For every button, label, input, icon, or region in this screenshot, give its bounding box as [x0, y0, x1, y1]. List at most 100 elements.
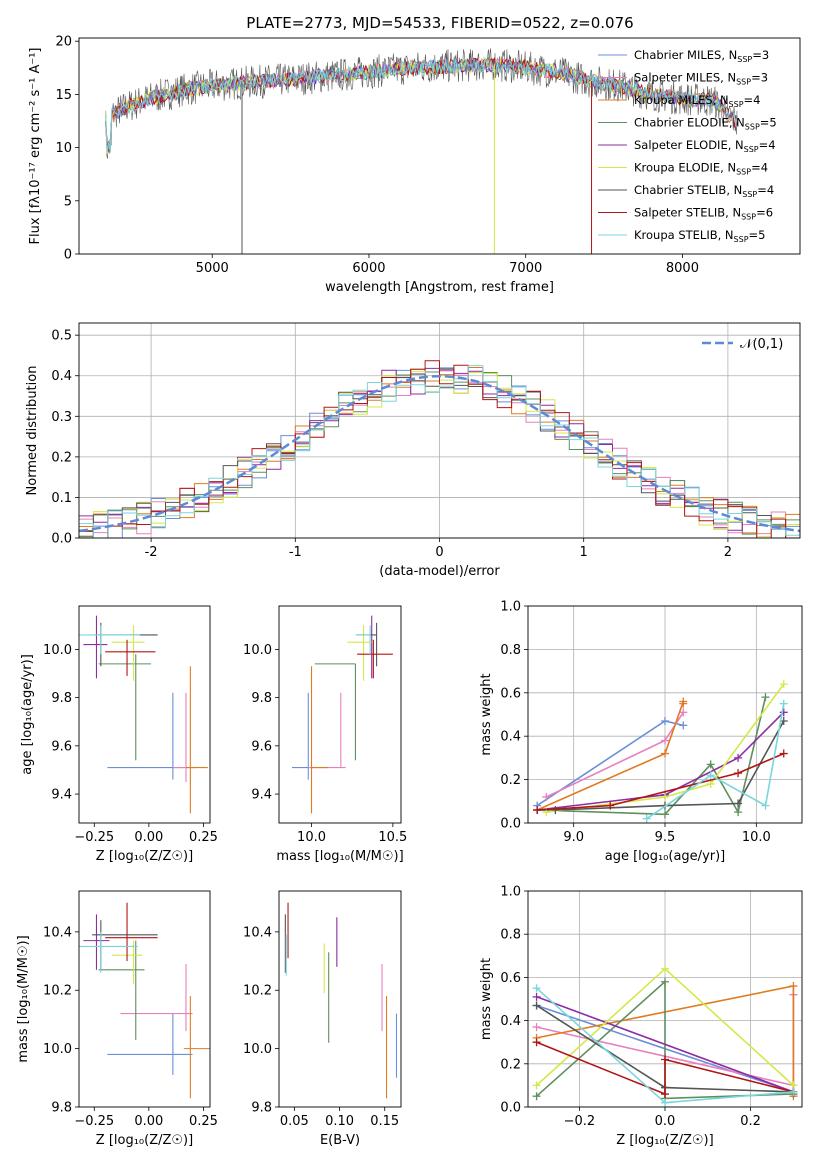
data-point-marker	[734, 799, 743, 808]
y-tick-label: 10.2	[243, 984, 272, 999]
data-point-marker	[761, 801, 770, 810]
x-tick-label: −0.25	[74, 1114, 114, 1129]
x-tick-label: 8000	[666, 261, 699, 276]
legend-entry: Kroupa MILES, NSSP=4	[634, 93, 760, 109]
legend-entry: Chabrier STELIB, NSSP=4	[634, 183, 774, 199]
data-point-marker	[679, 721, 688, 730]
y-tick-label: 0.4	[500, 730, 521, 745]
y-tick-label: 10.2	[43, 984, 72, 999]
x-tick-label: 0.00	[134, 1114, 163, 1129]
x-tick-label: 0.25	[189, 830, 218, 845]
data-point-marker	[789, 1087, 798, 1096]
data-point-marker	[532, 984, 541, 993]
hist-group	[79, 360, 800, 538]
panel-mass-vs-EBV: 0.05 0.10 0.15 9.8 10.0 10.2 10.4 E(B-V)	[243, 890, 402, 1148]
y-tick-label: 0.8	[500, 928, 521, 943]
x-tick-label: 6000	[352, 261, 385, 276]
y-tick-label: 0.6	[500, 686, 521, 701]
y-tick-label: 0.2	[500, 1057, 521, 1072]
data-point-marker	[532, 1001, 541, 1010]
y-tick-label: 9.8	[251, 691, 272, 706]
data-point-marker	[661, 964, 669, 973]
x-axis-label: (data-model)/error	[379, 564, 500, 579]
legend-entry: Kroupa ELODIE, NSSP=4	[634, 161, 768, 177]
legend-entry: Salpeter STELIB, NSSP=6	[634, 206, 773, 222]
panel-spectrum: 5000 6000 7000 8000 0 5 10 15 20 wavelength [Angs…	[28, 35, 801, 295]
y-tick-label: 0.8	[500, 643, 521, 658]
y-tick-label: 0	[64, 248, 72, 263]
x-tick-label: 10.0	[297, 830, 326, 845]
data-point-marker	[779, 699, 788, 708]
x-tick-label: 0	[435, 545, 443, 560]
points-group	[79, 902, 210, 1099]
axes-frame	[527, 605, 803, 824]
data-point-marker	[661, 1090, 669, 1099]
data-point-marker	[661, 749, 669, 758]
y-tick-label: 10.4	[43, 925, 72, 940]
axes-frame	[78, 322, 801, 539]
y-tick-label: 10.0	[243, 643, 272, 658]
y-tick-label: 20	[55, 35, 72, 50]
y-tick-label: 0.0	[500, 1101, 521, 1116]
y-tick-label: 0.1	[51, 491, 72, 506]
y-tick-label: 5	[64, 194, 72, 209]
y-tick-label: 9.8	[251, 1101, 272, 1116]
x-tick-label: 0.25	[189, 1114, 218, 1129]
series-group	[533, 680, 788, 823]
x-tick-label: 5000	[196, 261, 229, 276]
series-line	[537, 752, 785, 811]
x-tick-label: 9.0	[563, 830, 584, 845]
data-point-marker	[661, 736, 669, 745]
y-tick-label: 9.6	[51, 739, 72, 754]
panel-residuals: -2 -1 0 1 2 0.0 0.1 0.2 0.3 0.4 0.5 (data-model)/er…	[25, 322, 801, 579]
axes-frame	[78, 890, 211, 1108]
x-tick-label: 0.00	[134, 830, 163, 845]
x-tick-label: 7000	[509, 261, 542, 276]
y-tick-label: 9.6	[251, 739, 272, 754]
data-point-marker	[661, 1055, 669, 1064]
panel-mass-weight-vs-age: 9.0 9.5 10.0 0.0 0.2 0.4 0.6 0.8 1.0 age [log₁₀(a…	[479, 600, 803, 864]
series-line	[537, 711, 785, 811]
x-tick-label: -2	[145, 545, 158, 560]
data-point-marker	[661, 810, 669, 819]
data-point-marker	[734, 808, 743, 817]
panel-age-vs-mass: 10.0 10.5 9.4 9.6 9.8 10.0 mass [log₁₀(M/M☉)]	[243, 605, 407, 864]
legend-entry: Chabrier ELODIE, NSSP=5	[634, 116, 777, 132]
data-point-marker	[734, 769, 743, 778]
axes-frame	[278, 890, 402, 1108]
spectra-group	[105, 48, 738, 254]
histogram-steps	[79, 365, 800, 538]
data-point-marker	[779, 680, 788, 689]
y-tick-label: 9.4	[251, 788, 272, 803]
panel-age-vs-Z: −0.25 0.00 0.25 9.4 9.6 9.8 10.0 Z [log₁₀(Z/Z☉)…	[20, 605, 218, 864]
data-point-marker	[532, 1038, 541, 1047]
series-line	[646, 703, 785, 820]
y-tick-label: 1.0	[500, 600, 521, 615]
legend-entry: Salpeter ELODIE, NSSP=4	[634, 138, 776, 154]
data-point-marker	[532, 992, 541, 1001]
panel-mass-vs-Z: −0.25 0.00 0.25 9.8 10.0 10.2 10.4 Z [log₁₀(Z/Z…	[16, 890, 218, 1148]
data-point-marker	[734, 753, 743, 762]
y-tick-label: 0.0	[500, 817, 521, 832]
x-tick-label: 0.15	[370, 1114, 399, 1129]
y-tick-label: 10	[55, 141, 72, 156]
y-axis-label: mass [log₁₀(M/M☉)]	[16, 935, 31, 1062]
x-tick-label: 10.0	[742, 830, 771, 845]
axes-frame	[78, 37, 801, 255]
y-tick-label: 10.0	[43, 643, 72, 658]
spectrum-line	[105, 58, 738, 153]
y-tick-label: 1.0	[500, 885, 521, 900]
gaussian-curve	[79, 374, 800, 533]
points-group	[79, 615, 208, 814]
axes-frame	[78, 605, 211, 824]
y-tick-label: 9.8	[51, 1101, 72, 1116]
y-tick-label: 0.4	[51, 369, 72, 384]
y-axis-label: Flux [fλ10⁻¹⁷ erg cm⁻² s⁻¹ A⁻¹]	[28, 48, 43, 245]
points-group	[284, 902, 398, 1099]
data-point-marker	[532, 1081, 541, 1090]
y-tick-label: 9.8	[51, 691, 72, 706]
y-tick-label: 0.2	[51, 450, 72, 465]
data-point-marker	[706, 771, 715, 780]
x-tick-label: 0.2	[740, 1114, 761, 1129]
